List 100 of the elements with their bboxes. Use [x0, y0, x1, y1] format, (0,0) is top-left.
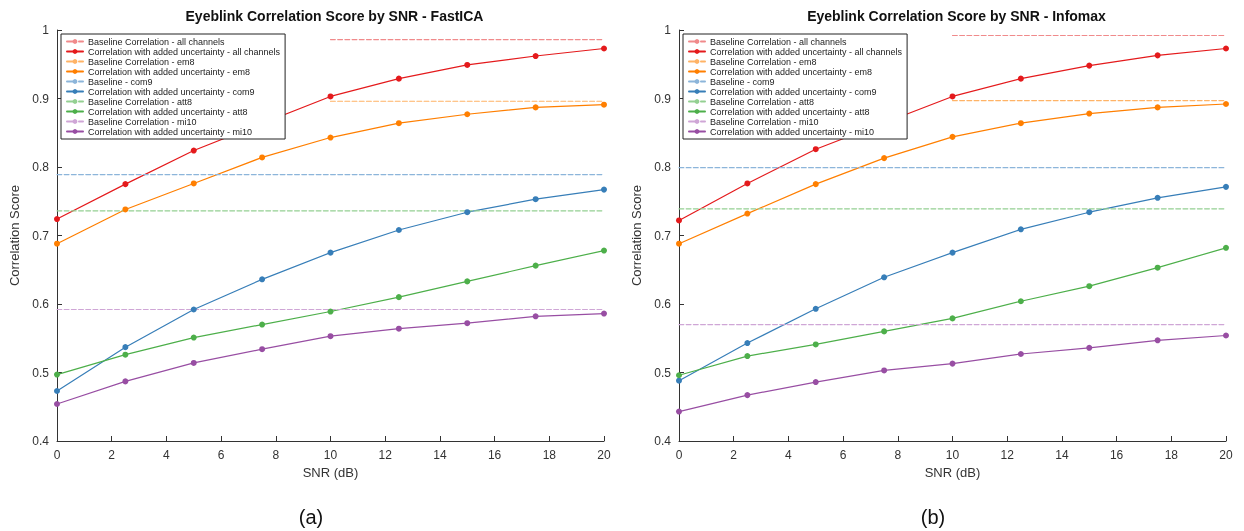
- legend-label: Correlation with added uncertainty - em8: [88, 66, 251, 77]
- point: [601, 186, 607, 193]
- x-tick-label: 4: [785, 448, 793, 462]
- point: [190, 334, 197, 341]
- x-tick-label: 10: [945, 448, 960, 462]
- point: [949, 360, 956, 367]
- x-tick-label: 16: [1109, 448, 1124, 462]
- y-tick-label: 0.7: [32, 228, 50, 243]
- y-axis-title: Correlation Score: [7, 184, 22, 287]
- y-tick-label: 0.9: [32, 91, 50, 106]
- y-tick-label: 0.5: [32, 365, 50, 380]
- point: [532, 104, 539, 111]
- point: [601, 45, 607, 52]
- point: [464, 320, 471, 327]
- point: [601, 247, 607, 254]
- point: [395, 75, 402, 82]
- point: [464, 278, 471, 285]
- point: [1086, 209, 1093, 216]
- x-tick-label: 6: [217, 448, 225, 462]
- x-tick-label: 10: [323, 448, 338, 462]
- point: [1086, 110, 1093, 117]
- point: [1017, 120, 1024, 127]
- legend-label: Baseline Correlation - all channels: [710, 36, 848, 47]
- point: [190, 359, 197, 366]
- chart-title: Eyeblink Correlation Score by SNR - Infomax: [807, 8, 1107, 24]
- x-tick-label: 0: [675, 448, 683, 462]
- point: [532, 53, 539, 60]
- legend-label: Correlation with added uncertainty - em8: [710, 66, 873, 77]
- point: [1017, 226, 1024, 233]
- point: [601, 101, 607, 108]
- point: [881, 367, 888, 374]
- x-tick-label: 12: [1000, 448, 1015, 462]
- point: [1154, 264, 1161, 271]
- point: [1017, 351, 1024, 357]
- point: [812, 181, 819, 188]
- point: [395, 294, 402, 301]
- x-tick-label: 8: [894, 448, 902, 462]
- point: [259, 346, 266, 353]
- legend-label: Correlation with added uncertainty - att8: [710, 106, 870, 117]
- point: [812, 341, 819, 348]
- point: [881, 328, 888, 335]
- point: [395, 120, 402, 127]
- x-axis-title: SNR (dB): [924, 464, 981, 480]
- y-axis-title: Correlation Score: [629, 184, 644, 287]
- point: [744, 340, 751, 347]
- point: [190, 306, 197, 313]
- point: [1223, 183, 1229, 190]
- x-tick-label: 20: [1219, 448, 1233, 462]
- point: [1223, 332, 1229, 339]
- y-tick-label: 0.6: [32, 297, 50, 311]
- point: [532, 262, 539, 269]
- legend-label: Baseline Correlation - em8: [710, 56, 817, 67]
- y-tick-label: 0.4: [654, 434, 672, 448]
- legend-label: Correlation with added uncertainty - mi10: [710, 126, 875, 137]
- point: [1017, 298, 1024, 305]
- point: [190, 147, 197, 154]
- y-tick-label: 0.7: [654, 228, 672, 243]
- point: [881, 274, 888, 281]
- point: [122, 351, 129, 358]
- legend-label: Baseline - com9: [710, 76, 775, 87]
- point: [327, 308, 334, 315]
- legend-label: Correlation with added uncertainty - all channels: [88, 46, 281, 57]
- point: [812, 379, 819, 386]
- point: [744, 180, 751, 187]
- point: [1223, 244, 1229, 251]
- x-tick-label: 18: [1164, 448, 1179, 462]
- point: [676, 372, 682, 379]
- x-tick-label: 14: [433, 448, 447, 462]
- point: [54, 401, 60, 408]
- x-tick-label: 8: [272, 448, 280, 462]
- point: [532, 313, 539, 320]
- y-tick-label: 1: [664, 23, 672, 37]
- legend-label: Baseline Correlation - mi10: [710, 116, 819, 127]
- x-tick-label: 14: [1055, 448, 1069, 462]
- point: [601, 310, 607, 317]
- point: [949, 133, 956, 140]
- x-tick-label: 2: [108, 448, 116, 462]
- point: [395, 325, 402, 332]
- point: [744, 210, 751, 217]
- point: [676, 240, 682, 247]
- chart-title: Eyeblink Correlation Score by SNR - FastICA: [185, 8, 484, 24]
- point: [327, 333, 334, 340]
- legend-label: Baseline Correlation - em8: [88, 56, 195, 67]
- point: [122, 206, 129, 213]
- point: [812, 305, 819, 312]
- legend-label: Baseline Correlation - att8: [88, 96, 193, 107]
- point: [949, 93, 956, 100]
- point: [259, 276, 266, 283]
- point: [676, 377, 682, 384]
- point: [122, 344, 129, 351]
- point: [464, 61, 471, 68]
- point: [812, 146, 819, 153]
- legend-label: Baseline Correlation - mi10: [88, 116, 197, 127]
- y-tick-label: 0.9: [654, 91, 672, 106]
- x-tick-label: 20: [597, 448, 611, 462]
- point: [1154, 337, 1161, 344]
- x-tick-label: 2: [730, 448, 738, 462]
- point: [1086, 62, 1093, 69]
- y-tick-label: 1: [42, 23, 50, 37]
- point: [1223, 100, 1229, 107]
